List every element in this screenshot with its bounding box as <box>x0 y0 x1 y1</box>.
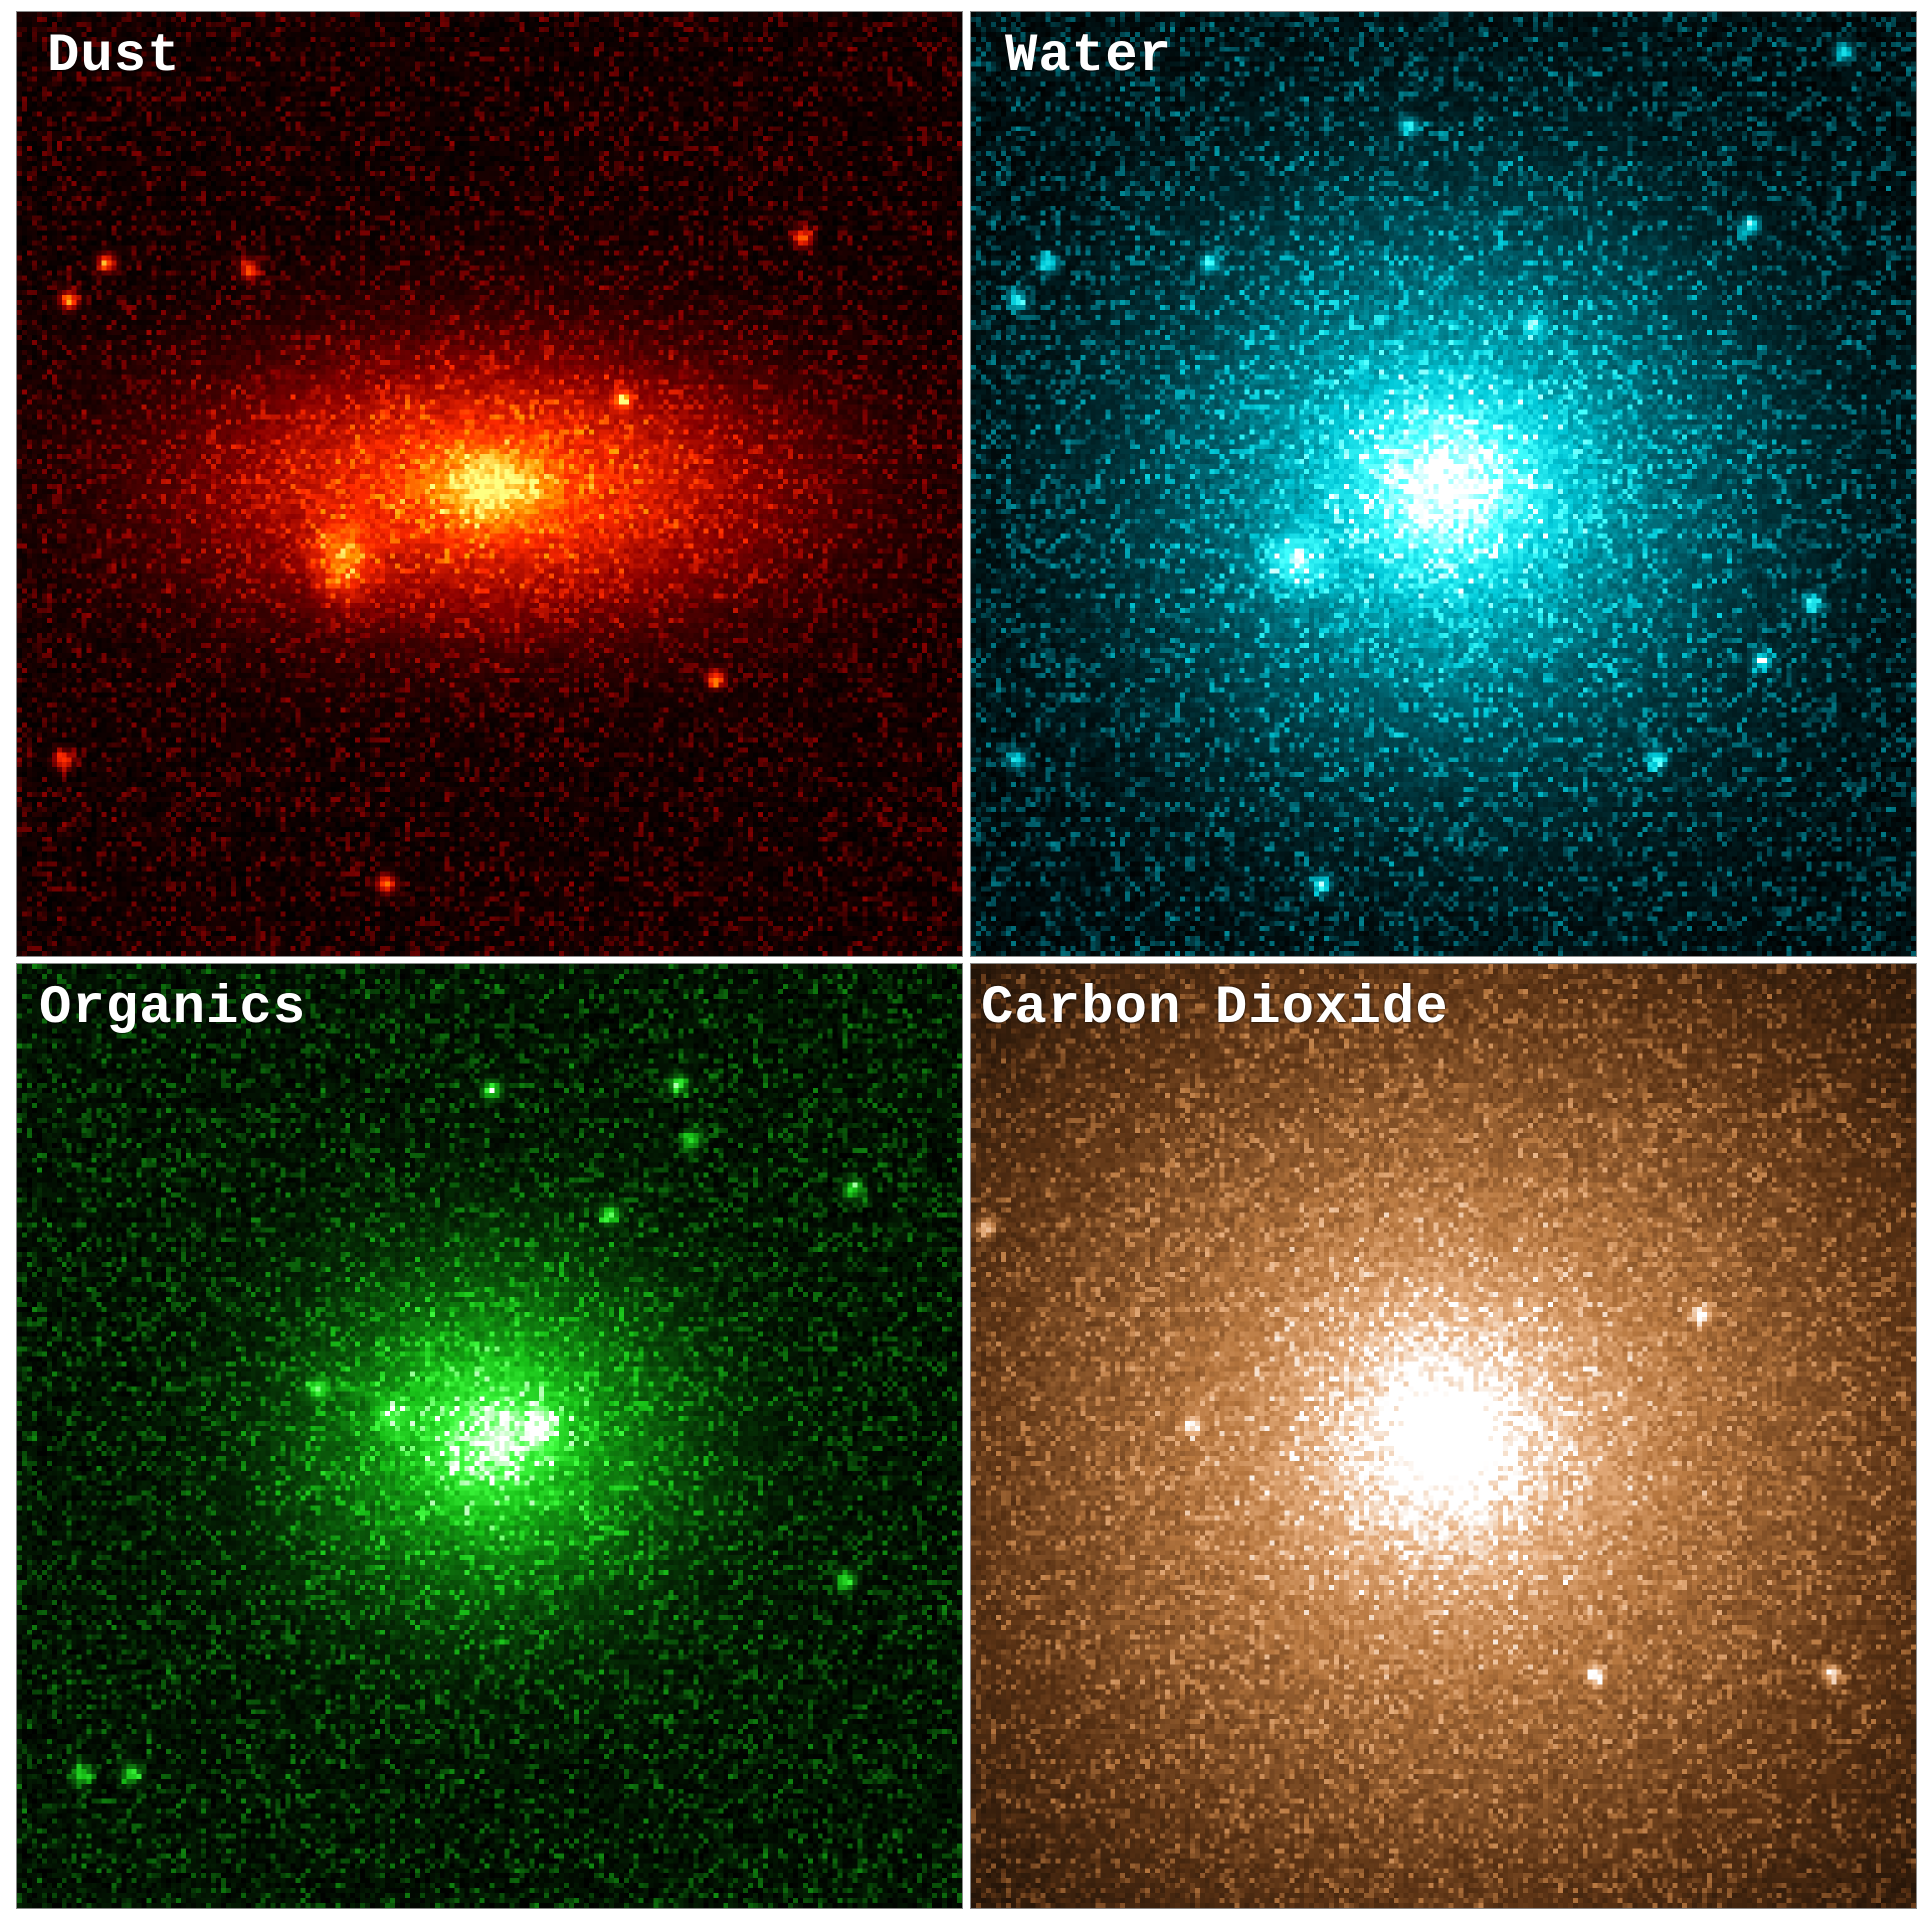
dust-panel: Dust <box>16 11 963 957</box>
water-label: Water <box>1005 26 1173 87</box>
dust-image <box>17 12 962 956</box>
carbon-dioxide-image <box>971 964 1916 1908</box>
water-panel: Water <box>970 11 1917 957</box>
dust-label: Dust <box>47 26 181 87</box>
carbon-dioxide-panel: Carbon Dioxide <box>970 963 1917 1909</box>
organics-panel: Organics <box>16 963 963 1909</box>
organics-image <box>17 964 962 1908</box>
carbon-dioxide-label: Carbon Dioxide <box>981 978 1449 1039</box>
organics-label: Organics <box>39 978 307 1039</box>
water-image <box>971 12 1916 956</box>
